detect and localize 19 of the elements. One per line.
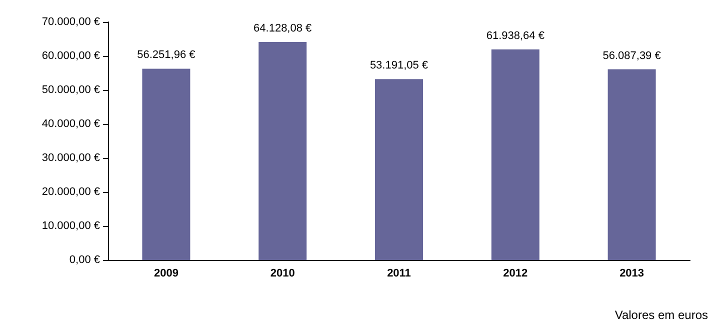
x-tick-label: 2009 — [154, 268, 178, 280]
y-tick-label: 40.000,00 € — [42, 118, 100, 130]
y-tick-label: 0,00 € — [69, 254, 100, 266]
x-tick-label: 2010 — [270, 268, 295, 280]
data-label: 53.191,05 € — [370, 60, 428, 72]
y-tick-label: 70.000,00 € — [42, 16, 100, 28]
data-label: 61.938,64 € — [486, 30, 544, 42]
y-tick-label: 60.000,00 € — [42, 50, 100, 62]
x-tick-label: 2011 — [387, 268, 411, 280]
x-tick-label: 2012 — [503, 268, 528, 280]
text: Valores em euros — [614, 308, 708, 322]
y-tick-label: 50.000,00 € — [42, 84, 100, 96]
x-tick-label: 2013 — [620, 268, 644, 280]
y-tick-label: 30.000,00 € — [42, 152, 100, 164]
data-label: 56.251,96 € — [137, 49, 196, 62]
data-label: 56.087,39 € — [602, 50, 661, 62]
y-tick-label: 20.000,00 € — [42, 186, 100, 198]
data-label: 64.128,08 € — [254, 22, 312, 34]
y-tick-label: 10.000,00 € — [42, 220, 100, 232]
